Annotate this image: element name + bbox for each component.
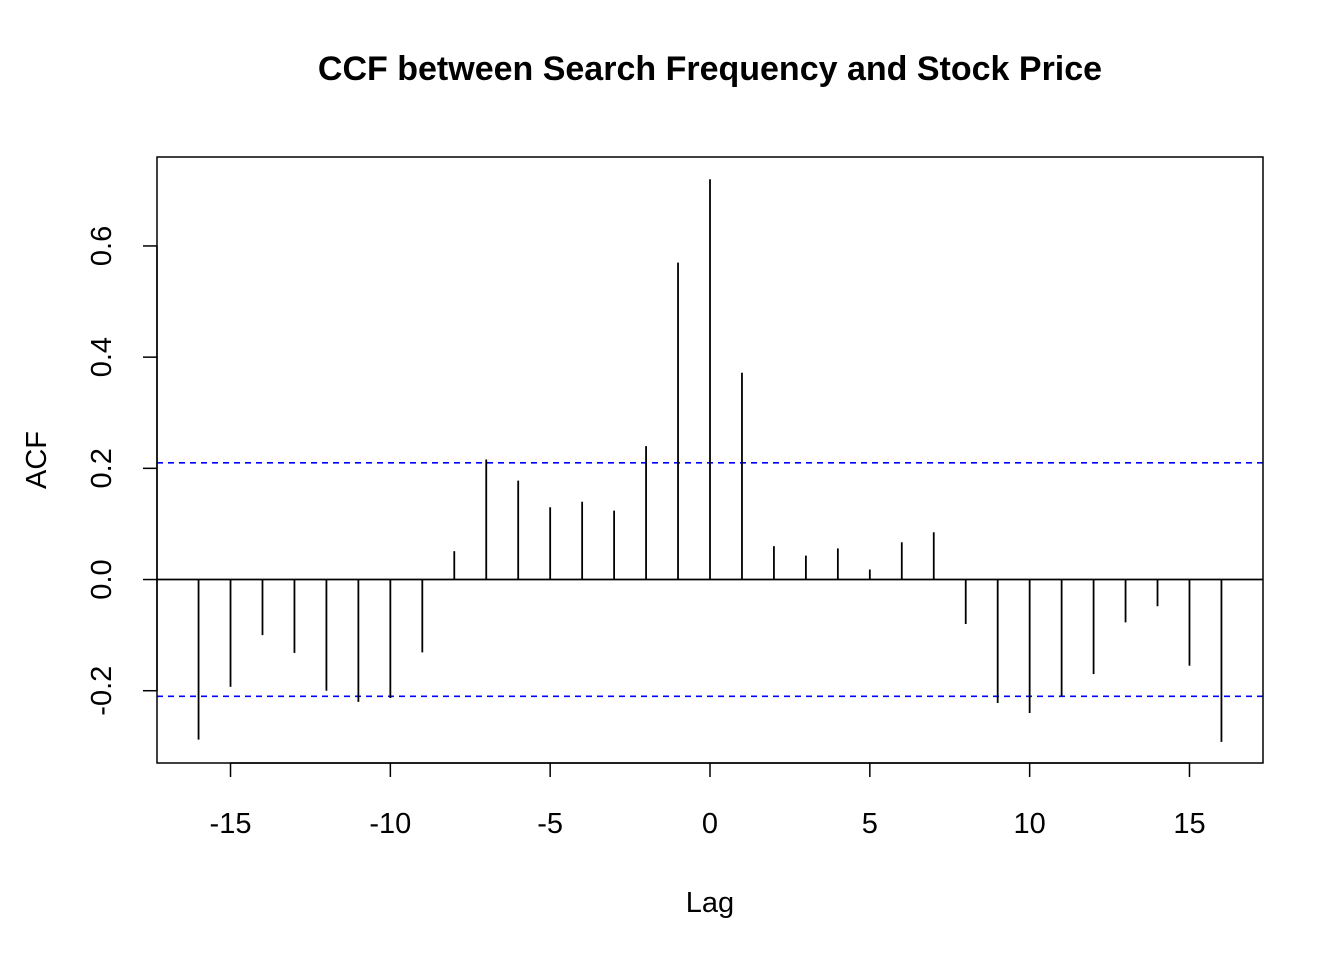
x-tick-label: -5	[537, 808, 563, 840]
x-tick-label: 0	[702, 808, 718, 840]
y-tick-label: 0.4	[86, 337, 118, 377]
plot-area	[157, 179, 1263, 742]
x-tick-label: 15	[1173, 808, 1205, 840]
x-axis-label: Lag	[686, 887, 734, 919]
y-axis: -0.2 0.0 0.2 0.4 0.6	[86, 226, 158, 716]
x-tick-label: 5	[862, 808, 878, 840]
y-axis-label: ACF	[21, 431, 53, 489]
x-tick-label: -15	[210, 808, 252, 840]
chart-title: CCF between Search Frequency and Stock P…	[318, 50, 1102, 88]
x-tick-label: -10	[369, 808, 411, 840]
y-tick-label: 0.0	[86, 559, 118, 599]
y-tick-label: -0.2	[86, 666, 118, 716]
x-axis: -15 -10 -5 0 5 10 15	[210, 762, 1206, 840]
y-tick-label: 0.2	[86, 448, 118, 488]
y-tick-label: 0.6	[86, 226, 118, 266]
x-tick-label: 10	[1014, 808, 1046, 840]
